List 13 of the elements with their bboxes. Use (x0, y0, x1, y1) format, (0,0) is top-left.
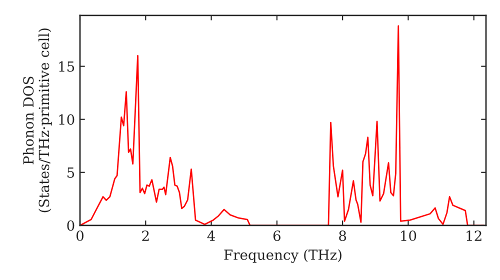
y-tick-label: 5 (67, 168, 74, 178)
x-tick-label: 12 (466, 230, 482, 241)
x-axis-title: Frequency (THz) (224, 249, 342, 263)
x-tick-label: 2 (142, 230, 149, 241)
x-tick-label: 10 (401, 230, 416, 242)
y-tick-label: 0 (67, 220, 74, 231)
x-tick-label: 8 (339, 230, 346, 242)
y-tick-label: 15 (59, 61, 74, 72)
y-axis-title: Phonon DOS (States/THz·primitive cell) (22, 28, 52, 212)
x-tick-label: 6 (273, 230, 280, 242)
y-tick-label: 10 (59, 114, 74, 125)
x-tick-label: 0 (76, 230, 84, 242)
x-tick-label: 4 (207, 230, 216, 241)
